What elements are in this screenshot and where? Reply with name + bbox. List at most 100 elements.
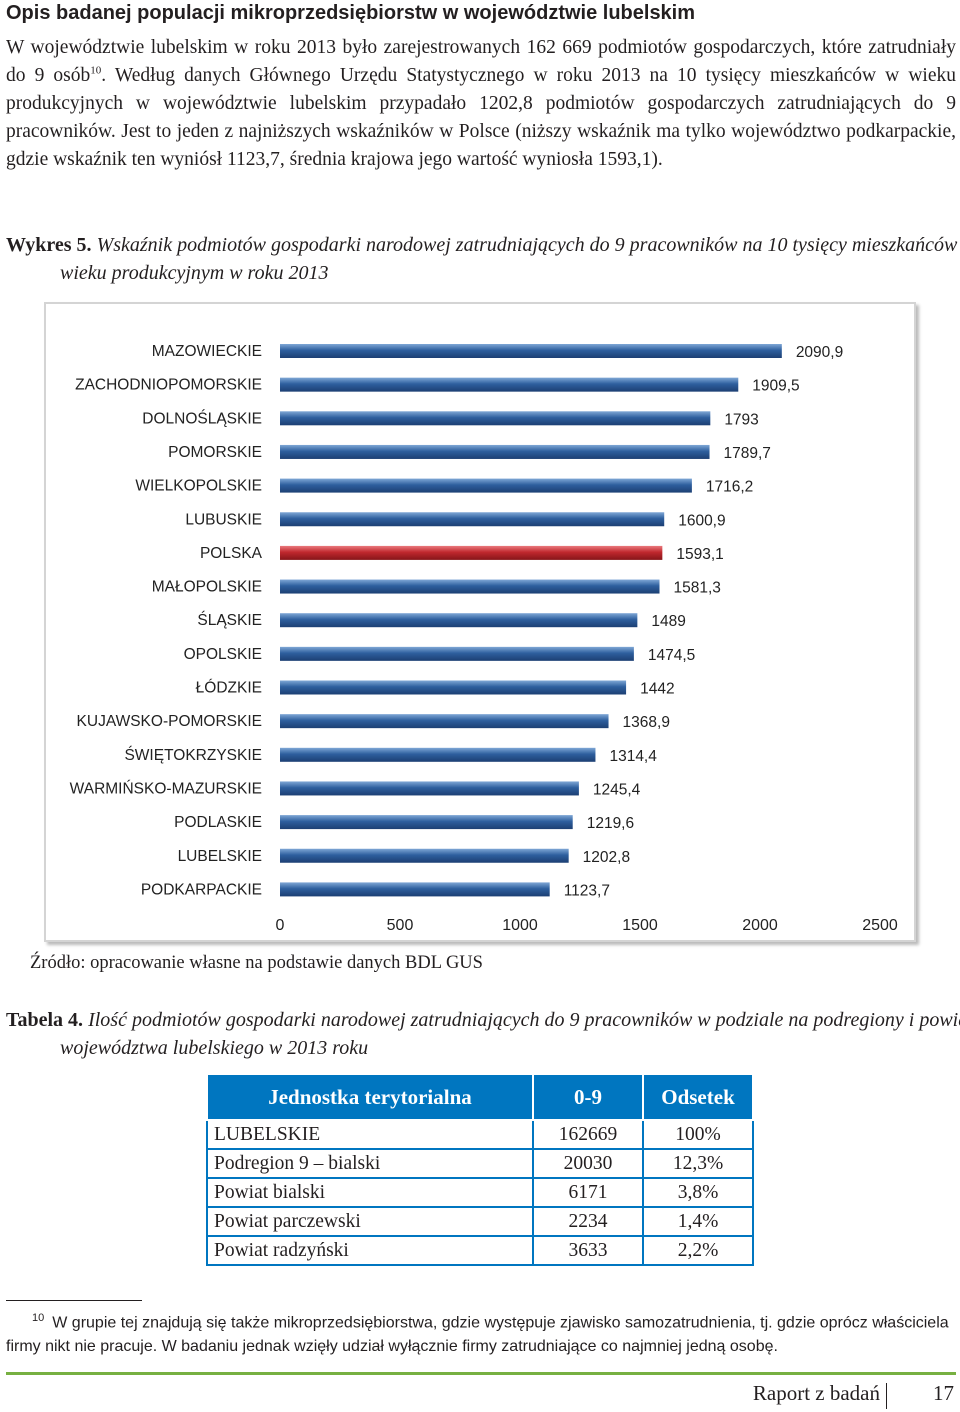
data-table: Jednostka terytorialna 0-9 Odsetek LUBEL… (206, 1073, 754, 1266)
bar (280, 714, 609, 729)
value-label: 1245,4 (593, 781, 641, 798)
body-paragraph: W województwie lubelskim w roku 2013 był… (6, 34, 956, 174)
category-label: PODLASKIE (174, 814, 262, 831)
category-label: LUBUSKIE (185, 511, 262, 528)
figure-caption-text: Wskaźnik podmiotów gospodarki narodowej … (60, 234, 960, 284)
bar (280, 848, 569, 863)
bar (280, 613, 638, 628)
table-header-row: Jednostka terytorialna 0-9 Odsetek (206, 1073, 754, 1121)
table-row: LUBELSKIE 162669 100% (206, 1119, 754, 1150)
footnote-divider (6, 1300, 142, 1301)
table-label: Tabela 4. (6, 1009, 84, 1031)
category-label: ZACHODNIOPOMORSKIE (75, 377, 262, 394)
footnote: 10 W grupie tej znajdują się także mikrop… (6, 1306, 956, 1359)
value-label: 1789,7 (724, 445, 771, 462)
footnote-number: 10 (32, 1312, 45, 1324)
value-label: 1793 (724, 411, 758, 428)
footer-divider (6, 1372, 956, 1375)
bar (280, 377, 739, 392)
category-label: POMORSKIE (168, 444, 262, 461)
bar (280, 478, 692, 493)
value-label: 2090,9 (796, 344, 843, 361)
cell-unit: LUBELSKIE (206, 1119, 534, 1150)
x-tick-label: 1000 (502, 917, 538, 934)
bar (280, 781, 579, 796)
bar (280, 512, 665, 527)
category-label: ŚLĄSKIE (197, 611, 262, 629)
category-label: MAZOWIECKIE (152, 343, 262, 360)
value-label: 1123,7 (564, 882, 610, 899)
cell-unit: Powiat radzyński (206, 1235, 534, 1266)
footer-report-title: Raport z badań (752, 1381, 880, 1405)
bar (280, 882, 550, 897)
table-caption: Tabela 4. Ilość podmiotów gospodarki nar… (6, 1006, 960, 1062)
table-caption-text: Ilość podmiotów gospodarki narodowej zat… (60, 1009, 960, 1059)
category-label: ŚWIĘTOKRZYSKIE (124, 746, 262, 764)
value-label: 1442 (640, 681, 674, 698)
bar (280, 680, 627, 695)
cell-count: 162669 (532, 1119, 644, 1150)
cell-count: 20030 (532, 1148, 644, 1179)
bar (280, 646, 634, 661)
header-count: 0-9 (532, 1073, 644, 1121)
value-label: 1474,5 (648, 647, 695, 664)
footer-separator (886, 1383, 887, 1409)
cell-unit: Powiat bialski (206, 1177, 534, 1208)
paragraph-after-note: . Według danych Głównego Urzędu Statysty… (6, 65, 956, 170)
cell-count: 6171 (532, 1177, 644, 1208)
bar (280, 747, 596, 762)
figure-caption: Wykres 5. Wskaźnik podmiotów gospodarki … (6, 231, 960, 287)
paragraph-before-note: W województwie lubelskim w roku 2013 był… (6, 37, 956, 86)
bar (280, 579, 660, 594)
bar (280, 344, 782, 358)
category-label: WIELKOPOLSKIE (135, 478, 262, 495)
cell-share: 100% (642, 1119, 754, 1150)
value-label: 1716,2 (706, 479, 753, 496)
x-tick-label: 0 (276, 917, 285, 934)
cell-share: 1,4% (642, 1206, 754, 1237)
cell-unit: Powiat parczewski (206, 1206, 534, 1237)
cell-share: 3,8% (642, 1177, 754, 1208)
x-tick-label: 2000 (742, 917, 778, 934)
value-label: 1600,9 (678, 512, 725, 529)
category-label: OPOLSKIE (184, 646, 262, 663)
header-unit: Jednostka terytorialna (206, 1073, 534, 1121)
table-row: Powiat bialski 6171 3,8% (206, 1177, 754, 1208)
bar-chart-svg: MAZOWIECKIE 2090,9 ZACHODNIOPOMORSKIE 1909,… (70, 343, 898, 934)
category-label: MAŁOPOLSKIE (152, 579, 262, 596)
footnote-reference[interactable]: 10 (90, 64, 102, 77)
value-label: 1202,8 (583, 849, 630, 866)
value-label: 1909,5 (752, 378, 799, 395)
bar (280, 815, 573, 830)
category-label: DOLNOŚLĄSKIE (142, 409, 262, 427)
cell-count: 2234 (532, 1206, 644, 1237)
page-number: 17 (933, 1381, 954, 1405)
category-label: PODKARPACKIE (141, 881, 262, 898)
category-label: LUBELSKIE (178, 848, 262, 865)
figure-source: Źródło: opracowanie własne na podstawie … (30, 953, 483, 973)
table-row: Powiat parczewski 2234 1,4% (206, 1206, 754, 1237)
bar-chart: MAZOWIECKIE 2090,9 ZACHODNIOPOMORSKIE 1909,… (44, 302, 916, 942)
bar (280, 545, 663, 560)
x-tick-label: 2500 (862, 917, 898, 934)
figure-label: Wykres 5. (6, 234, 92, 256)
category-label: WARMIŃSKO-MAZURSKIE (70, 780, 262, 797)
x-tick-label: 1500 (622, 917, 658, 934)
category-label: KUJAWSKO-POMORSKIE (77, 713, 262, 730)
cell-count: 3633 (532, 1235, 644, 1266)
value-label: 1368,9 (623, 714, 670, 731)
table-row: Powiat radzyński 3633 2,2% (206, 1235, 754, 1266)
value-label: 1219,6 (587, 815, 634, 832)
cell-share: 12,3% (642, 1148, 754, 1179)
table-row: Podregion 9 – bialski 20030 12,3% (206, 1148, 754, 1179)
header-share: Odsetek (642, 1073, 754, 1121)
footnote-text: W grupie tej znajdują się także mikroprz… (6, 1314, 949, 1356)
category-label: ŁÓDZKIE (196, 680, 262, 697)
category-label: POLSKA (200, 545, 263, 562)
section-title: Opis badanej populacji mikroprzedsiębior… (6, 2, 696, 24)
value-label: 1581,3 (674, 580, 721, 597)
value-label: 1314,4 (609, 748, 657, 765)
bar (280, 444, 710, 459)
value-label: 1593,1 (676, 546, 723, 563)
cell-unit: Podregion 9 – bialski (206, 1148, 534, 1179)
